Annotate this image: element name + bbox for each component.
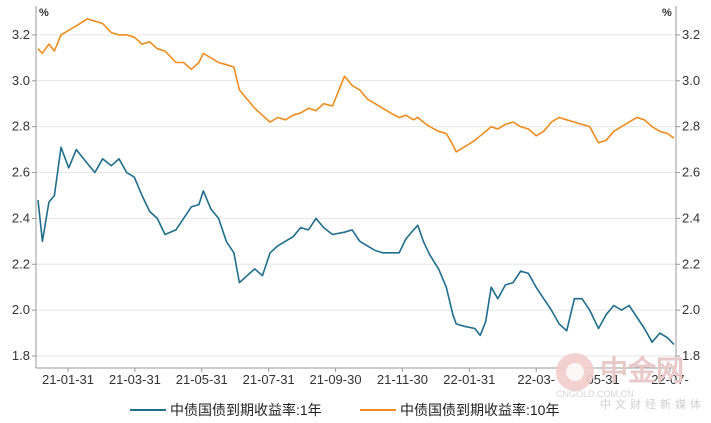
right-tick-label: 1.8 xyxy=(682,348,700,363)
gridlines xyxy=(36,34,676,357)
x-tick-label: 21-03-31 xyxy=(109,372,161,387)
x-tick-label: 21-11-30 xyxy=(377,372,428,387)
x-tick-label: 21-07-31 xyxy=(243,372,295,387)
x-tick-label: 21-05-31 xyxy=(176,372,228,387)
watermark-logo-inner xyxy=(566,363,584,381)
axes: % % xyxy=(35,6,677,369)
x-tick-label: 05-31 xyxy=(586,372,619,387)
left-tick-label: 2.8 xyxy=(12,119,30,134)
watermark-tagline: 中文财经新媒体 xyxy=(600,397,705,411)
right-unit-label: % xyxy=(662,7,672,19)
series-lines xyxy=(37,18,675,346)
legend: 中债国债到期收益率:1年 中债国债到期收益率:10年 xyxy=(130,402,559,418)
left-unit-label: % xyxy=(39,7,49,19)
left-tick-label: 2.4 xyxy=(12,210,30,225)
right-tick-label: 2.4 xyxy=(682,210,700,225)
left-tick-label: 1.8 xyxy=(12,348,30,363)
x-tick-label: 21-01-31 xyxy=(42,372,94,387)
legend-label: 中债国债到期收益率:1年 xyxy=(170,402,322,418)
right-tick-label: 3.2 xyxy=(682,27,700,42)
watermark: 中金网 CNGOLD.COM.CN 中文财经新媒体 xyxy=(556,353,705,411)
right-tick-label: 3.0 xyxy=(682,73,700,88)
right-tick-label: 2.6 xyxy=(682,165,700,180)
x-tick-label: 21-09-30 xyxy=(310,372,362,387)
right-tick-label: 2.0 xyxy=(682,302,700,317)
left-tick-label: 2.6 xyxy=(12,165,30,180)
x-axis-ticks: 21-01-31 21-03-31 21-05-31 21-07-31 21-09-30… xyxy=(42,368,689,387)
left-tick-label: 2.2 xyxy=(12,256,30,271)
left-tick-label: 3.0 xyxy=(12,73,30,88)
series-line-1 xyxy=(37,146,675,346)
left-tick-label: 2.0 xyxy=(12,302,30,317)
watermark-site: CNGOLD.COM.CN xyxy=(556,389,634,399)
watermark-logo-text: 中金网 xyxy=(600,354,684,386)
right-tick-label: 2.2 xyxy=(682,256,700,271)
x-tick-label: 22-03- xyxy=(517,372,555,387)
right-tick-label: 2.8 xyxy=(682,119,700,134)
series-line-2 xyxy=(37,18,675,153)
legend-label: 中债国债到期收益率:10年 xyxy=(400,402,559,418)
left-y-ticks: 1.8 2.0 2.2 2.4 2.6 2.8 3.0 3.2 xyxy=(12,27,36,363)
x-tick-label: 22-01-31 xyxy=(443,372,495,387)
right-y-ticks: 1.8 2.0 2.2 2.4 2.6 2.8 3.0 3.2 xyxy=(676,27,700,363)
left-tick-label: 3.2 xyxy=(12,27,30,42)
x-tick-label: 22-07- xyxy=(651,372,689,387)
